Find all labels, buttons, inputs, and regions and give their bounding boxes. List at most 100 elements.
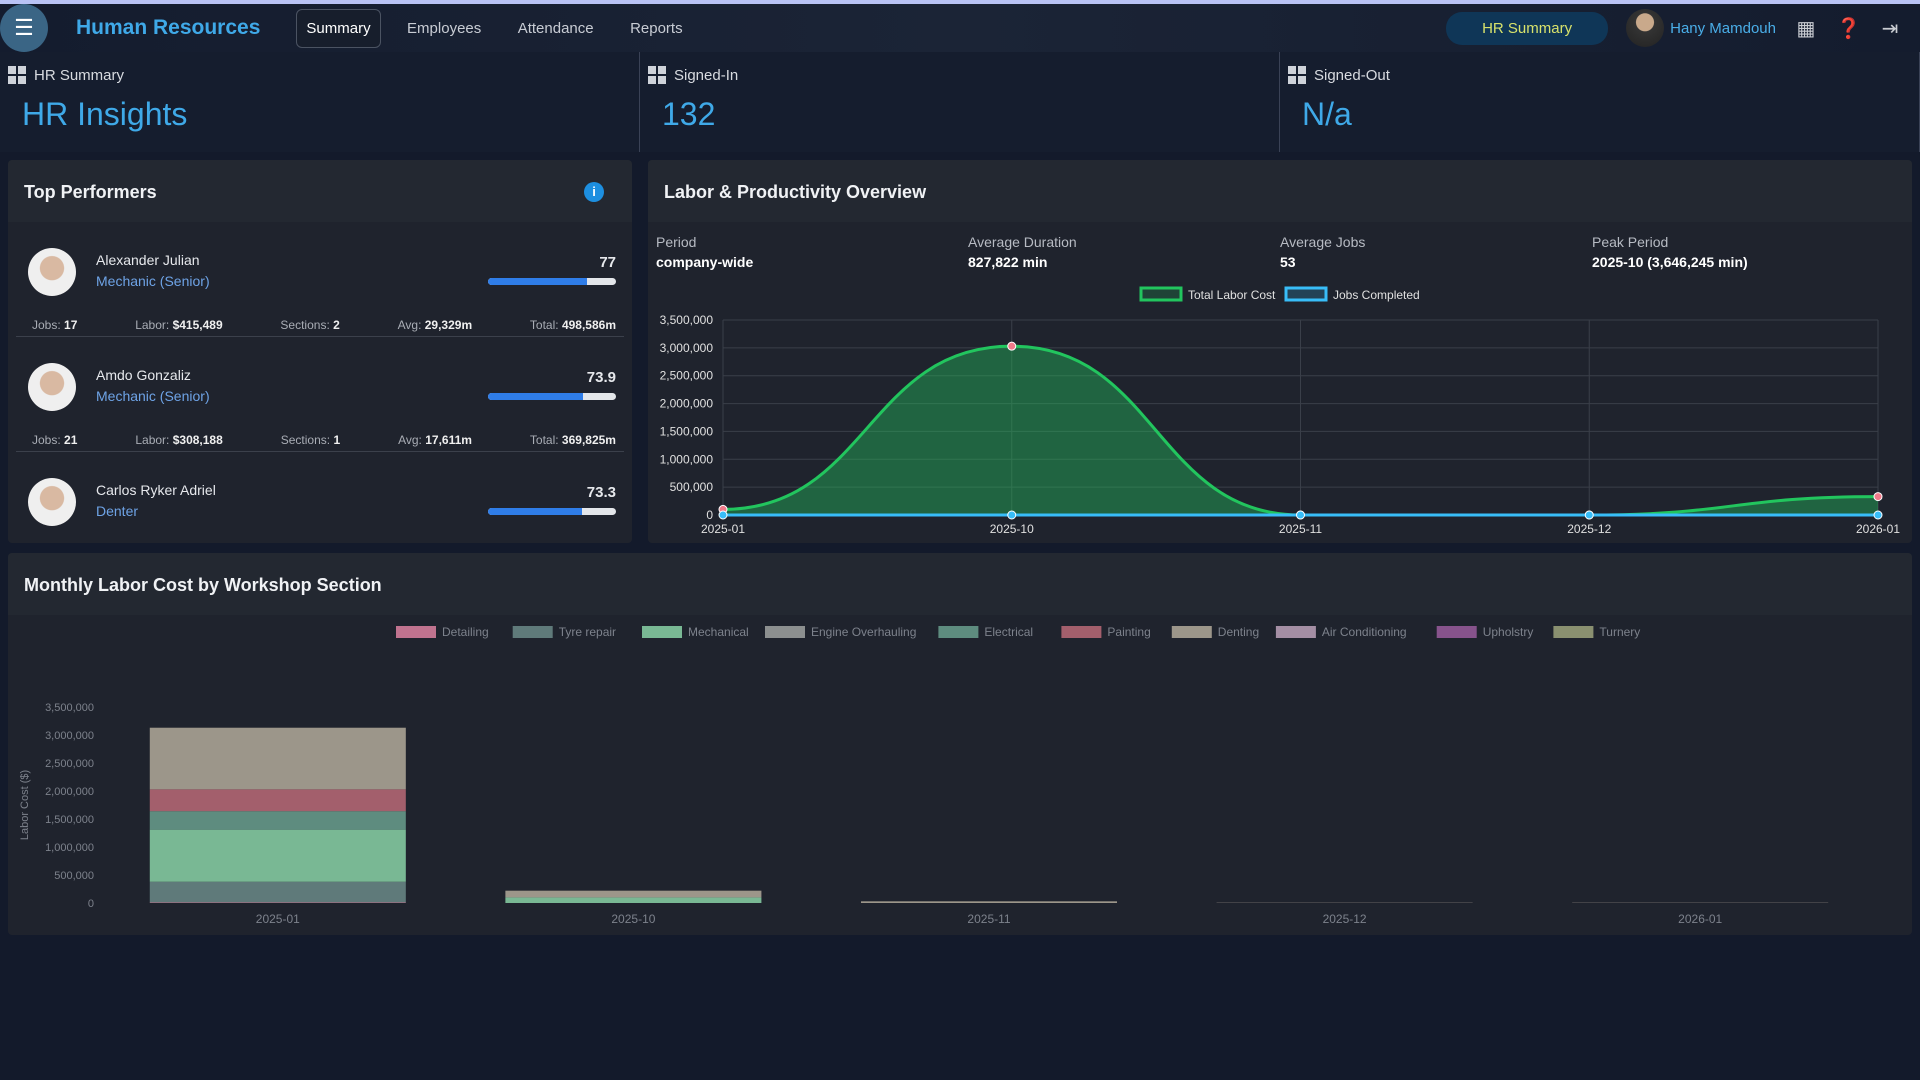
stat-value: 17 (64, 318, 78, 332)
hr-summary-button[interactable]: HR Summary (1446, 11, 1609, 45)
kpi-period: Period company-wide (656, 234, 968, 270)
kpi-value: 827,822 min (968, 254, 1048, 270)
data-point (718, 510, 728, 520)
legend-label: Total Labor Cost (1188, 288, 1276, 302)
legend-swatch (396, 626, 436, 638)
data-point (1296, 510, 1305, 520)
legend-swatch (1284, 286, 1328, 302)
x-tick-label: 2026-01 (1678, 912, 1722, 926)
stat-label: Sections: (280, 433, 331, 447)
app-header: ☰ Human Resources Summary Employees Atte… (0, 4, 1920, 52)
tab-reports[interactable]: Reports (630, 19, 683, 37)
stat-jobs: Jobs: 21 (32, 433, 77, 447)
bar-segment-tyre-repair (149, 881, 406, 903)
logout-icon[interactable]: ⇥ (1881, 17, 1899, 40)
x-tick-label: 2025-11 (1279, 522, 1322, 536)
summary-cards: HR Summary HR Insights Signed-In 132 Sig… (0, 52, 1920, 152)
legend-label: Upholstry (1483, 625, 1534, 639)
legend-label: Engine Overhauling (811, 625, 916, 639)
stat-jobs: Jobs: 17 (32, 318, 77, 332)
tab-attendance[interactable]: Attendance (517, 19, 594, 37)
legend-label: Electrical (984, 625, 1033, 639)
bar-segment-mechanical (149, 829, 406, 882)
legend-swatch (512, 626, 553, 638)
performer-item[interactable]: Amdo Gonzaliz Mechanic (Senior) 73.9 Job… (16, 337, 624, 452)
tab-summary[interactable]: Summary (296, 8, 381, 48)
legend-swatch (1275, 626, 1316, 638)
card-hr-summary: HR Summary HR Insights (0, 52, 640, 152)
y-tick-label: 2,000,000 (660, 397, 714, 411)
kpi-label: Average Duration (968, 234, 1077, 250)
performer-score: 73.9 (586, 369, 616, 386)
legend-swatch (1139, 286, 1183, 302)
bar-segment-denting (505, 890, 762, 898)
help-icon[interactable]: ❓ (1836, 17, 1861, 40)
kpi-average-duration: Average Duration 827,822 min (968, 234, 1280, 270)
kpi-average-jobs: Average Jobs 53 (1280, 234, 1592, 270)
card-value: N/a (1302, 96, 1352, 132)
data-point (1873, 492, 1883, 502)
legend-swatch (765, 626, 805, 638)
legend-label: Tyre repair (559, 625, 616, 639)
legend-label: Jobs Completed (1333, 288, 1420, 302)
y-tick-label: 3,000,000 (45, 730, 94, 742)
y-tick-label: 0 (706, 508, 713, 522)
kpi-peak-period: Peak Period 2025-10 (3,646,245 min) (1592, 234, 1904, 270)
legend-label: Denting (1218, 625, 1259, 639)
stat-label: Sections: (280, 318, 330, 332)
bar-segment-electrical (149, 811, 406, 830)
user-avatar[interactable] (1626, 9, 1665, 47)
x-tick-label: 2025-12 (1567, 522, 1611, 536)
kpi-label: Period (656, 234, 697, 250)
stat-total: Total: 369,825m (530, 433, 616, 447)
bar-segment-denting (860, 901, 1118, 903)
stat-value: 498,586m (561, 318, 616, 332)
stat-label: Total: (529, 318, 559, 332)
labor-line-chart: 0 500,000 1,000,000 1,500,000 2,000,000 2,500… (660, 286, 1900, 536)
legend-label: Mechanical (688, 625, 749, 639)
y-tick-label: 1,500,000 (45, 814, 94, 826)
kpi-value: 53 (1280, 254, 1296, 270)
stat-avg: Avg: 29,329m (398, 318, 473, 332)
legend-swatch (1171, 626, 1212, 638)
user-name[interactable]: Hany Mamdouh (1670, 19, 1776, 37)
legend-swatch (642, 626, 682, 638)
tab-employees[interactable]: Employees (407, 19, 482, 37)
y-tick-label: 2,500,000 (45, 758, 94, 770)
stat-value: $415,489 (172, 318, 223, 332)
dashboard-grid-icon[interactable]: ▦ (1796, 17, 1816, 40)
bar-segment-painting (149, 789, 406, 812)
monthly-labor-panel: Monthly Labor Cost by Workshop Section 0… (8, 553, 1912, 935)
card-label: Signed-Out (1314, 66, 1390, 84)
card-signed-out: Signed-Out N/a (1280, 52, 1920, 152)
stat-label: Avg: (397, 318, 422, 332)
performer-name: Carlos Ryker Adriel (96, 482, 216, 498)
grid-icon (1288, 66, 1306, 84)
data-point (1584, 510, 1594, 520)
panel-title: Top Performers i (8, 160, 632, 222)
performer-item[interactable]: Alexander Julian Mechanic (Senior) 77 Jo… (16, 222, 624, 337)
x-tick-label: 2026-01 (1856, 522, 1900, 536)
performer-list: Alexander Julian Mechanic (Senior) 77 Jo… (8, 222, 632, 543)
avatar (28, 248, 76, 296)
card-value: HR Insights (22, 96, 188, 132)
bar-segment-detailing (149, 902, 406, 903)
menu-button[interactable]: ☰ (0, 4, 48, 52)
y-tick-label: 1,000,000 (660, 452, 714, 466)
stat-value: 1 (333, 433, 341, 447)
performer-item[interactable]: Carlos Ryker Adriel Denter 73.3 (16, 452, 624, 543)
labor-bar-chart: 0 500,000 1,000,000 1,500,000 2,000,000 2,500… (19, 625, 1829, 926)
info-icon[interactable]: i (584, 182, 604, 202)
stat-label: Labor: (135, 318, 170, 332)
stat-avg: Avg: 17,611m (398, 433, 472, 447)
stat-value: 29,329m (424, 318, 473, 332)
legend-label: Painting (1107, 625, 1150, 639)
stat-value: 21 (64, 433, 78, 447)
labor-kpis: Period company-wide Average Duration 827,8… (648, 222, 1912, 270)
series-line-total-labor-cost (722, 344, 1879, 517)
card-signed-in: Signed-In 132 (640, 52, 1280, 152)
stat-sections: Sections: 2 (280, 318, 339, 332)
y-axis-label: Labor Cost ($) (19, 770, 31, 840)
area-fill-total-labor-cost (723, 346, 1878, 515)
score-bar (488, 508, 616, 515)
